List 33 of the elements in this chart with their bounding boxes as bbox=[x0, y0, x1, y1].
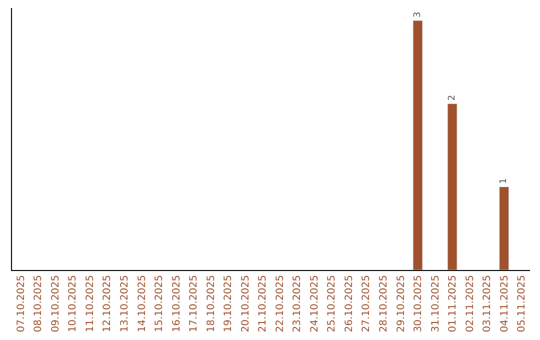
x-tick-label: 12.10.2025 bbox=[102, 275, 114, 332]
x-tick-label: 26.10.2025 bbox=[344, 275, 355, 332]
data-label: 2 bbox=[447, 94, 458, 101]
x-tick-label: 29.10.2025 bbox=[396, 275, 407, 332]
x-tick-label: 07.10.2025 bbox=[16, 275, 27, 332]
x-tick-label: 02.11.2025 bbox=[464, 275, 476, 332]
x-tick-label: 18.10.2025 bbox=[206, 275, 217, 332]
x-tick-label: 17.10.2025 bbox=[188, 275, 200, 332]
x-tick-label: 24.10.2025 bbox=[309, 275, 320, 332]
x-tick-label: 21.10.2025 bbox=[258, 275, 269, 332]
x-tick-label: 27.10.2025 bbox=[361, 275, 372, 332]
x-tick-label: 22.10.2025 bbox=[274, 275, 286, 332]
x-tick-label: 15.10.2025 bbox=[154, 275, 166, 332]
x-tick-label: 19.10.2025 bbox=[223, 275, 234, 332]
x-tick-label: 09.10.2025 bbox=[50, 275, 62, 332]
x-tick-label: 08.10.2025 bbox=[33, 275, 44, 332]
x-tick-label: 01.11.2025 bbox=[448, 275, 459, 332]
x-tick-label: 04.11.2025 bbox=[499, 275, 510, 332]
x-tick-label: 05.11.2025 bbox=[516, 275, 528, 332]
x-tick-label: 13.10.2025 bbox=[119, 275, 130, 332]
x-tick-label: 28.10.2025 bbox=[378, 275, 390, 332]
x-tick-label: 20.10.2025 bbox=[240, 275, 252, 332]
x-tick-label: 11.10.2025 bbox=[84, 275, 96, 332]
x-tick-label: 16.10.2025 bbox=[171, 275, 182, 332]
data-label: 3 bbox=[412, 12, 423, 18]
x-tick-label: 30.10.2025 bbox=[413, 275, 424, 332]
x-tick-label: 03.11.2025 bbox=[482, 275, 494, 332]
x-tick-label: 14.10.2025 bbox=[136, 275, 148, 332]
data-label: 1 bbox=[499, 178, 510, 184]
x-tick-label: 25.10.2025 bbox=[326, 275, 338, 332]
x-tick-label: 23.10.2025 bbox=[292, 275, 304, 332]
x-tick-label: 31.10.2025 bbox=[430, 275, 442, 332]
x-tick-label: 10.10.2025 bbox=[68, 275, 79, 332]
